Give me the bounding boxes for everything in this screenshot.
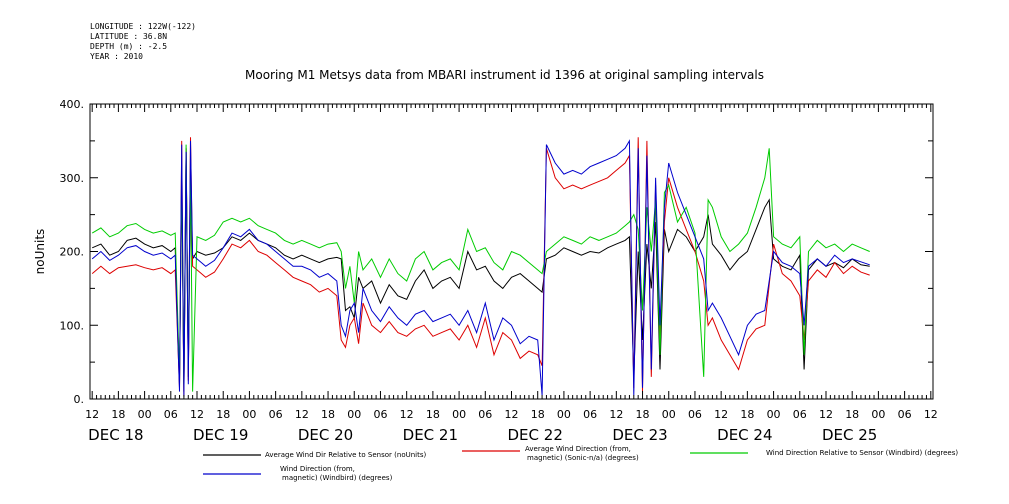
chart-title: Mooring M1 Metsys data from MBARI instru… bbox=[245, 68, 764, 82]
y-tick-label: 400. bbox=[60, 98, 85, 111]
x-tick-label: 12 bbox=[505, 408, 519, 421]
axes-layer: 0. 100. 200. 300. 400. 12 18 00 06 12 18 00 06 12 18 00… bbox=[33, 98, 938, 444]
x-tick-label: 18 bbox=[740, 408, 754, 421]
y-tick-label: 0. bbox=[74, 393, 85, 406]
x-tick-label: 06 bbox=[793, 408, 807, 421]
x-tick-label: 00 bbox=[452, 408, 466, 421]
x-tick-label: 18 bbox=[636, 408, 650, 421]
x-tick-label: 06 bbox=[688, 408, 702, 421]
x-tick-label: 06 bbox=[164, 408, 178, 421]
series-line-2 bbox=[91, 137, 870, 396]
x-tick-label: 06 bbox=[269, 408, 283, 421]
x-tick-label: 18 bbox=[426, 408, 440, 421]
x-tick-label: 18 bbox=[531, 408, 545, 421]
x-tick-label: 12 bbox=[295, 408, 309, 421]
x-tick-label: 00 bbox=[662, 408, 676, 421]
meta-latitude: LATITUDE : 36.8N bbox=[90, 32, 168, 41]
day-label: DEC 21 bbox=[403, 426, 458, 444]
x-tick-label: 12 bbox=[924, 408, 938, 421]
meta-year: YEAR : 2010 bbox=[90, 52, 143, 61]
x-tick-label: 06 bbox=[583, 408, 597, 421]
x-tick-label: 00 bbox=[767, 408, 781, 421]
x-tick-label: 00 bbox=[138, 408, 152, 421]
meta-depth: DEPTH (m) : -2.5 bbox=[90, 42, 168, 51]
x-tick-label: 00 bbox=[557, 408, 571, 421]
day-label: DEC 25 bbox=[822, 426, 877, 444]
x-tick-label: 18 bbox=[321, 408, 335, 421]
day-label: DEC 22 bbox=[508, 426, 563, 444]
legend: Average Wind Dir Relative to Sensor (noU… bbox=[203, 445, 958, 482]
metadata-block: LONGITUDE : 122W(-122) LATITUDE : 36.8N … bbox=[90, 22, 196, 62]
x-tick-label: 18 bbox=[845, 408, 859, 421]
y-tick-label: 200. bbox=[60, 246, 85, 259]
day-label: DEC 24 bbox=[717, 426, 772, 444]
series-line-4 bbox=[91, 139, 870, 397]
x-tick-label: 00 bbox=[347, 408, 361, 421]
legend-label-4: Wind Direction (from, magnetic) (Windbird… bbox=[280, 465, 393, 482]
x-tick-label: 12 bbox=[714, 408, 728, 421]
y-tick-label: 300. bbox=[60, 172, 85, 185]
meta-longitude: LONGITUDE : 122W(-122) bbox=[90, 22, 196, 31]
x-tick-label: 12 bbox=[819, 408, 833, 421]
y-axis-label: noUnits bbox=[33, 229, 47, 275]
day-label: DEC 19 bbox=[193, 426, 248, 444]
day-label: DEC 18 bbox=[88, 426, 143, 444]
series-layer bbox=[91, 137, 870, 397]
day-label: DEC 23 bbox=[612, 426, 667, 444]
x-tick-label: 00 bbox=[871, 408, 885, 421]
x-tick-label: 18 bbox=[216, 408, 230, 421]
series-line-1 bbox=[92, 148, 870, 392]
x-tick-label: 06 bbox=[898, 408, 912, 421]
x-tick-label: 12 bbox=[85, 408, 99, 421]
series-line-3 bbox=[91, 144, 870, 392]
x-tick-label: 12 bbox=[609, 408, 623, 421]
x-tick-label: 18 bbox=[111, 408, 125, 421]
x-tick-label: 12 bbox=[400, 408, 414, 421]
legend-label-2: Average Wind Direction (from, magnetic) (… bbox=[525, 445, 639, 462]
day-label: DEC 20 bbox=[298, 426, 353, 444]
x-tick-label: 12 bbox=[190, 408, 204, 421]
x-tick-label: 06 bbox=[478, 408, 492, 421]
legend-label-1: Average Wind Dir Relative to Sensor (noU… bbox=[265, 451, 426, 459]
legend-label-3: Wind Direction Relative to Sensor (Windb… bbox=[766, 449, 958, 457]
y-tick-label: 100. bbox=[60, 319, 85, 332]
x-tick-label: 00 bbox=[242, 408, 256, 421]
x-tick-label: 06 bbox=[373, 408, 387, 421]
